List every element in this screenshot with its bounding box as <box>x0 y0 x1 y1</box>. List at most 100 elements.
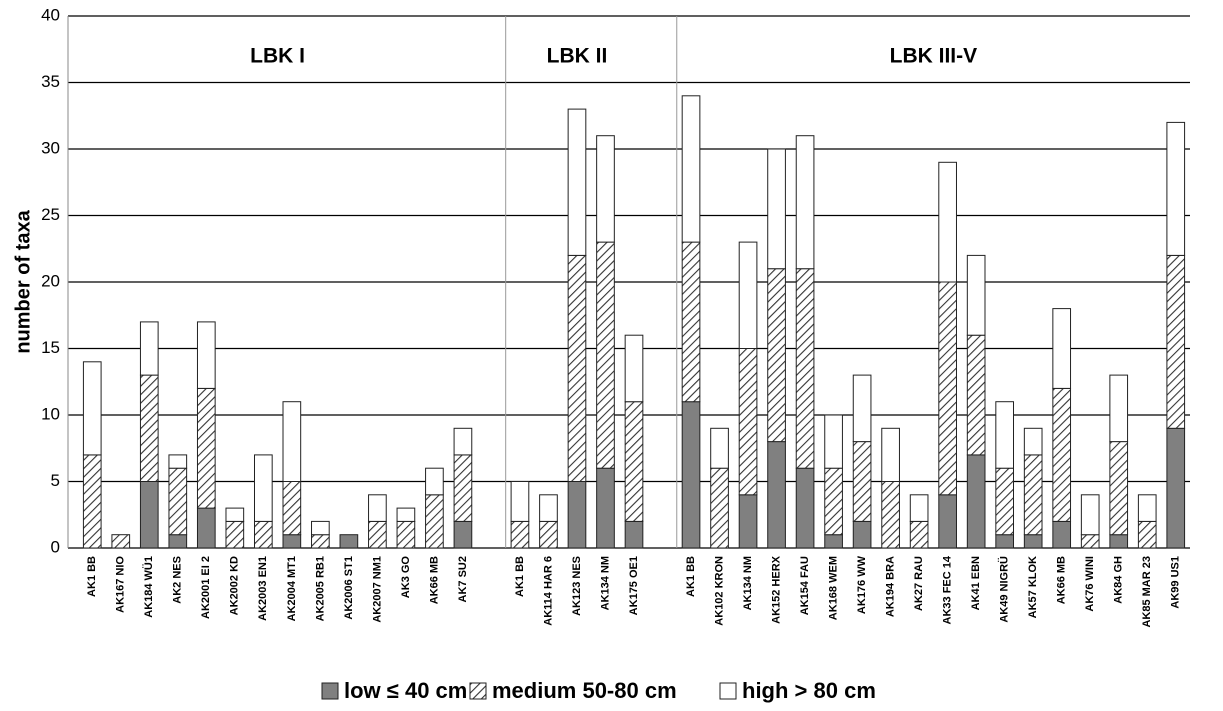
x-tick-label: AK66 MB <box>1056 556 1068 604</box>
legend-label: high > 80 cm <box>742 678 876 703</box>
y-tick-label: 10 <box>41 404 60 423</box>
x-tick-label: AK2002 KD <box>229 556 241 615</box>
x-tick-label: AK57 KLOK <box>1027 556 1039 618</box>
bar-segment <box>1023 454 1043 536</box>
x-tick-label: AK1 BB <box>86 556 98 597</box>
bar-segment <box>168 454 188 469</box>
bar-segment <box>738 348 758 496</box>
bar-segment <box>539 520 558 549</box>
x-tick-label: AK114 HAR 6 <box>542 556 554 626</box>
bar-segment <box>339 534 359 549</box>
bar-segment <box>368 520 387 549</box>
x-tick-label: AK123 NES <box>571 556 583 616</box>
bar-segment <box>681 401 701 549</box>
bar-segment <box>311 534 330 549</box>
x-tick-label: AK168 WEM <box>827 556 839 620</box>
y-tick-label: 15 <box>41 338 60 357</box>
bar-segment <box>168 534 188 549</box>
bar-segment <box>881 481 900 549</box>
legend-swatch <box>321 682 339 700</box>
x-tick-label: AK2003 EN1 <box>257 556 269 621</box>
bar-segment <box>368 494 387 522</box>
y-tick-label: 5 <box>51 471 60 490</box>
bar-segment <box>909 494 929 522</box>
bar-segment <box>624 401 644 522</box>
bar-segment <box>567 254 587 482</box>
x-tick-label: AK99 US1 <box>1170 556 1182 609</box>
y-tick-label: 40 <box>41 5 60 24</box>
bar-segment <box>624 334 644 403</box>
bar-segment <box>396 507 416 522</box>
x-tick-label: AK27 RAU <box>913 556 925 611</box>
group-label: LBK III-V <box>890 45 978 68</box>
x-tick-label: AK176 WW <box>856 555 868 614</box>
x-tick-label: AK2006 ST1 <box>343 556 355 620</box>
x-tick-label: AK1 BB <box>514 556 526 597</box>
y-axis-label: number of taxa <box>12 209 34 353</box>
bar-segment <box>596 241 615 469</box>
bar-segment <box>1137 494 1157 522</box>
bar-segment <box>1080 494 1100 536</box>
y-tick-label: 0 <box>51 537 60 556</box>
bar-segment <box>225 520 245 549</box>
bar-segment <box>510 520 530 549</box>
x-tick-label: AK3 GO <box>400 556 412 599</box>
legend-swatch <box>719 682 737 700</box>
x-tick-label: AK33 FEC 14 <box>942 555 954 624</box>
bar-segment <box>425 467 444 496</box>
bar-segment <box>139 374 159 483</box>
bar-segment <box>938 494 957 549</box>
bar-segment <box>1023 534 1043 549</box>
bar-segment <box>396 520 416 549</box>
x-tick-label: AK152 HERX <box>770 555 782 624</box>
x-tick-label: AK194 BRA <box>885 556 897 617</box>
bar-segment <box>453 520 473 549</box>
bar-segment <box>225 507 245 522</box>
x-tick-label: AK49 NIGRÜ <box>998 556 1011 623</box>
bar-segment <box>938 161 957 283</box>
bar-segment <box>938 281 957 496</box>
x-tick-label: AK1 BB <box>685 556 697 597</box>
bar-segment <box>111 534 131 549</box>
legend-swatch <box>469 682 487 700</box>
bar-segment <box>795 268 815 469</box>
bar-segment <box>196 507 216 549</box>
bar-segment <box>196 387 216 509</box>
x-tick-label: AK134 NM <box>742 556 754 610</box>
bar-segment <box>738 241 758 350</box>
bar-segment <box>1109 441 1129 536</box>
bar-segment <box>453 454 473 522</box>
bar-segment <box>1052 520 1072 549</box>
x-tick-label: AK154 FAU <box>799 556 811 615</box>
x-tick-label: AK2001 EI 2 <box>200 556 212 619</box>
bar-segment <box>425 494 444 549</box>
bar-segment <box>196 321 216 389</box>
bar-segment <box>995 401 1015 469</box>
y-tick-label: 35 <box>41 72 60 91</box>
bar-segment <box>710 467 729 549</box>
bar-segment <box>282 534 302 549</box>
x-tick-label: AK2007 NM1 <box>371 556 383 623</box>
bar-segment <box>1052 387 1072 522</box>
group-label: LBK I <box>250 45 305 68</box>
bar-segment <box>1166 254 1186 429</box>
bar-segment <box>1109 534 1129 549</box>
bar-segment <box>624 520 644 549</box>
x-tick-label: AK184 WÜ1 <box>142 556 155 618</box>
x-tick-label: AK2004 MT1 <box>286 556 298 621</box>
bar-segment <box>966 454 986 549</box>
bar-segment <box>282 481 302 536</box>
bar-segment <box>567 481 587 549</box>
bar-segment <box>909 520 929 549</box>
bar-segment <box>1023 427 1043 456</box>
bar-segment <box>596 467 615 549</box>
bar-segment <box>995 467 1015 536</box>
bar-segment <box>995 534 1015 549</box>
bar-segment <box>710 427 729 469</box>
bar-segment <box>738 494 758 549</box>
legend-label: low ≤ 40 cm <box>344 678 467 703</box>
bar-segment <box>824 414 843 469</box>
bar-segment <box>539 494 558 522</box>
x-tick-label: AK76 WINI <box>1084 556 1096 612</box>
